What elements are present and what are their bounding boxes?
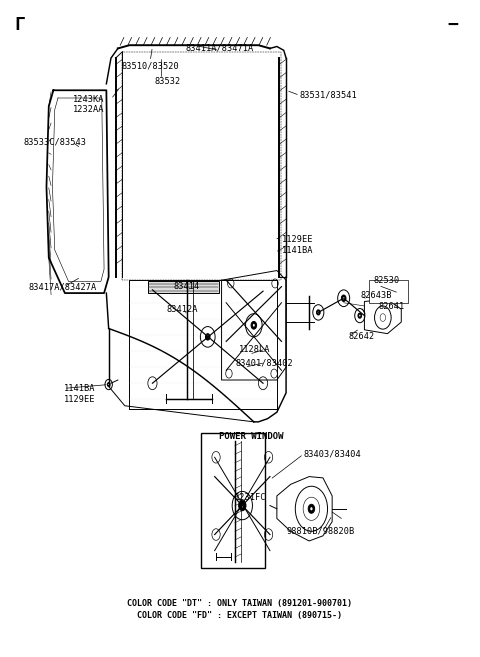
Circle shape [359,315,360,317]
Text: POWER WINDOW: POWER WINDOW [219,432,284,441]
FancyBboxPatch shape [201,433,265,568]
Text: 1243KA: 1243KA [73,95,105,104]
Circle shape [205,334,210,340]
Text: −: − [447,16,458,34]
Circle shape [341,295,346,302]
Circle shape [207,336,208,338]
Text: 1128LA: 1128LA [239,345,271,353]
Circle shape [358,313,361,318]
Circle shape [318,311,319,313]
Text: 1141BA: 1141BA [64,384,96,393]
Text: 83510/83520: 83510/83520 [121,61,179,70]
Text: 83401/83402: 83401/83402 [235,358,293,367]
Text: 83411A/83471A: 83411A/83471A [185,44,253,53]
Text: 1141BA: 1141BA [281,246,313,255]
Text: 83403/83404: 83403/83404 [303,449,361,459]
Circle shape [253,324,255,327]
Bar [148,281,219,293]
Text: 98810B/98820B: 98810B/98820B [286,527,354,536]
Circle shape [241,504,243,507]
Text: 1129EE: 1129EE [64,395,96,404]
Text: Γ: Γ [14,16,25,34]
Text: 1232AA: 1232AA [73,105,105,114]
Text: 1129EE: 1129EE [281,235,313,244]
Text: 83531/83541: 83531/83541 [300,91,358,100]
Circle shape [343,297,345,300]
Text: 82642: 82642 [348,332,374,341]
Circle shape [316,310,320,315]
Text: COLOR CODE "DT" : ONLY TAIWAN (891201-900701): COLOR CODE "DT" : ONLY TAIWAN (891201-90… [128,599,352,608]
Text: 1231FC: 1231FC [235,493,267,502]
Text: 82641: 82641 [378,302,405,311]
Bar [369,281,408,303]
Text: 83417A/83427A: 83417A/83427A [28,282,96,291]
Circle shape [239,501,246,510]
Text: 82643B: 82643B [361,291,392,300]
Circle shape [108,382,110,386]
Circle shape [108,384,109,385]
Text: 83412A: 83412A [166,305,198,313]
Text: 82530: 82530 [373,276,400,284]
Circle shape [251,321,257,329]
Text: COLOR CODE "FD" : EXCEPT TAIWAN (890715-): COLOR CODE "FD" : EXCEPT TAIWAN (890715-… [137,610,343,620]
Circle shape [310,507,312,510]
Text: 83532: 83532 [155,77,181,86]
Text: 83533C/83543: 83533C/83543 [24,137,86,147]
Text: 83414: 83414 [173,281,199,290]
Circle shape [308,505,315,513]
